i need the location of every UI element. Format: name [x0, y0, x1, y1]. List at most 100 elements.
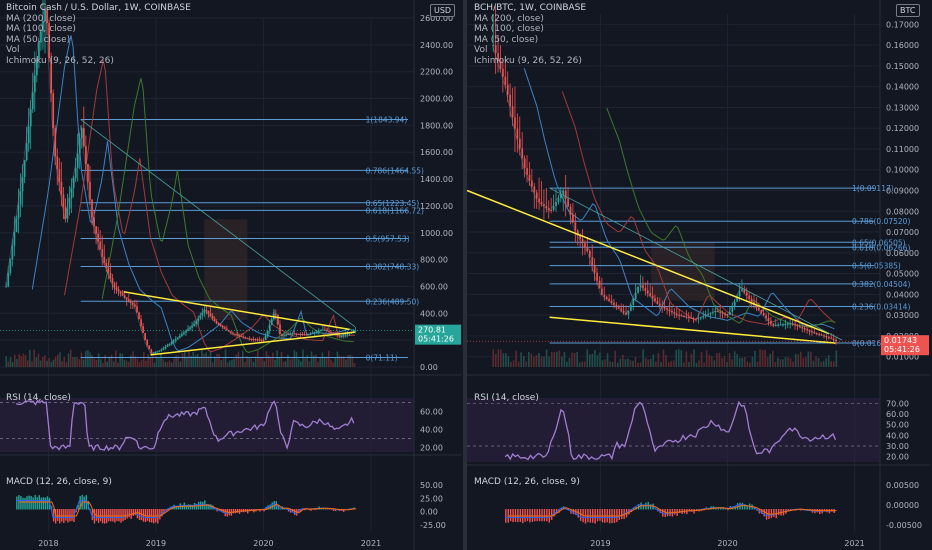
left-macd-signal-line [19, 501, 357, 517]
right-volume-bar [741, 357, 744, 367]
right-candle [782, 324, 784, 326]
left-volume-bar [177, 355, 180, 367]
right-candle [774, 325, 777, 327]
left-macd-label[interactable]: MACD (12, 26, close, 9) [6, 477, 112, 487]
right-rsi-label[interactable]: RSI (14, close) [474, 393, 539, 403]
right-volume-bar [667, 362, 670, 367]
right-candle [724, 313, 726, 315]
left-candle [174, 339, 177, 341]
right-volume-bar [723, 356, 726, 367]
left-volume-bar [287, 354, 289, 367]
right-volume-bar [802, 358, 805, 367]
right-candle [588, 250, 591, 257]
left-indicator-ma50[interactable]: MA (50, close) [6, 34, 71, 45]
left-indicator-ma100[interactable]: MA (100, close) [6, 24, 76, 34]
right-volume-bar [759, 349, 761, 367]
left-indicator-vol[interactable]: Vol [6, 45, 20, 55]
right-candle [543, 203, 545, 206]
right-volume-bar [512, 360, 515, 367]
left-macd-hist-bar [79, 496, 81, 510]
left-candle [176, 337, 179, 340]
left-volume-bar [76, 356, 78, 367]
left-indicator-ma200[interactable]: MA (200, close) [6, 13, 76, 24]
left-volume-bar [119, 353, 121, 367]
left-volume-bar [235, 354, 238, 367]
right-volume-bar [533, 356, 535, 367]
left-volume-bar [11, 361, 14, 367]
left-volume-bar [257, 350, 259, 367]
left-macd-hist-bar [169, 507, 171, 510]
right-macd-hist-bar [678, 509, 681, 513]
left-price-tick: 800.00 [420, 256, 448, 265]
left-ma-100-line [64, 60, 355, 353]
left-candle [193, 324, 196, 326]
right-currency-badge[interactable]: BTC [896, 4, 920, 17]
right-candle [675, 313, 678, 315]
left-indicator-ichimoku[interactable]: Ichimoku (9, 26, 52, 26) [6, 55, 114, 66]
right-indicator-vol[interactable]: Vol [474, 45, 488, 55]
right-macd-hist-bar [707, 509, 710, 510]
right-candle [494, 45, 497, 54]
left-volume-bar [155, 356, 158, 367]
right-macd-hist-bar [765, 509, 768, 520]
right-volume-bar [805, 356, 807, 367]
left-candle [44, 9, 46, 21]
left-volume-bar [7, 361, 10, 367]
right-macd-hist-bar [659, 509, 662, 514]
right-macd-hist-bar [688, 509, 691, 512]
right-candle [835, 339, 837, 342]
left-chart-title[interactable]: Bitcoin Cash / U.S. Dollar, 1W, COINBASE [6, 3, 191, 13]
right-indicator-ma50[interactable]: MA (50, close) [474, 34, 539, 45]
right-candle [569, 206, 572, 215]
left-volume-bar [250, 358, 253, 367]
right-candle [526, 168, 528, 175]
right-candle [825, 335, 828, 337]
right-volume-bar [637, 362, 639, 367]
left-volume-bar [347, 355, 349, 367]
left-candle [105, 262, 108, 268]
left-candle [315, 331, 318, 333]
right-candle [518, 138, 521, 149]
left-macd-tick: -25.00 [420, 521, 446, 530]
right-chart-title[interactable]: BCH/BTC, 1W, COINBASE [474, 3, 587, 13]
right-volume-bar [660, 362, 662, 367]
left-volume-bar [233, 358, 235, 367]
pane-divider[interactable] [463, 0, 467, 550]
left-volume-bar [224, 349, 227, 367]
right-indicator-ma100[interactable]: MA (100, close) [474, 24, 544, 34]
right-volume-bar [614, 350, 617, 367]
right-candle [654, 298, 656, 301]
left-x-tick: 2020 [253, 539, 273, 548]
right-price-tick: 0.14000 [886, 83, 919, 92]
left-volume-bar [18, 353, 20, 367]
right-volume-bar [517, 361, 520, 367]
right-indicator-ichimoku[interactable]: Ichimoku (9, 26, 52, 26) [474, 55, 582, 66]
left-macd-hist-bar [36, 497, 38, 510]
left-candle [326, 330, 328, 332]
left-macd-hist-bar [208, 504, 210, 510]
right-macd-tick: -0.00500 [886, 521, 922, 530]
left-volume-bar [5, 356, 7, 367]
left-volume-bar [65, 362, 68, 367]
right-volume-bar [505, 353, 507, 367]
left-macd-hist-bar [32, 497, 34, 510]
right-price-tick: 0.05000 [886, 270, 919, 279]
right-indicator-ma200[interactable]: MA (200, close) [474, 13, 544, 24]
left-volume-bar [37, 353, 40, 367]
left-candle [197, 318, 200, 322]
left-macd-hist-bar [52, 509, 55, 522]
left-volume-bar [145, 360, 147, 367]
right-macd-label[interactable]: MACD (12, 26, close, 9) [474, 477, 580, 487]
left-candle [72, 178, 75, 189]
right-candle [531, 180, 533, 187]
left-candle [277, 314, 279, 325]
left-candle [95, 226, 97, 234]
left-currency-badge[interactable]: USD [430, 4, 456, 17]
left-volume-bar [95, 359, 98, 367]
right-candle [743, 289, 746, 293]
left-rsi-label[interactable]: RSI (14, close) [6, 393, 71, 403]
left-volume-bar [297, 359, 300, 367]
right-candle [596, 272, 598, 281]
right-volume-bar [548, 356, 550, 367]
left-volume-bar [312, 355, 315, 367]
